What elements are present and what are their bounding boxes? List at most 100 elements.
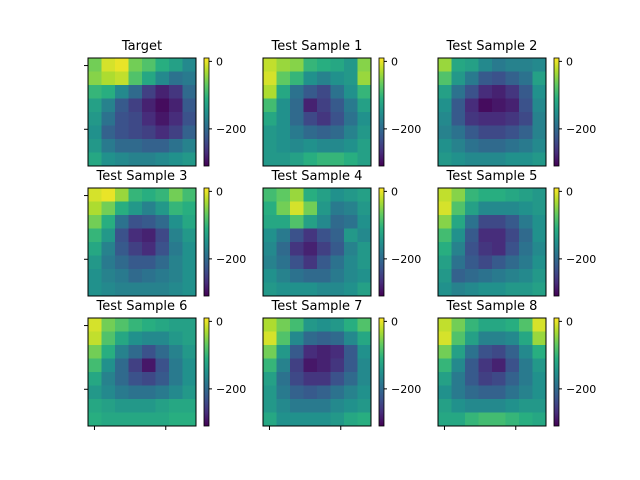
heatmap-cell xyxy=(317,318,331,332)
heatmap-cell xyxy=(330,345,345,359)
heatmap-cell xyxy=(492,282,506,297)
heatmap-cell xyxy=(438,98,452,113)
heatmap-cell xyxy=(532,125,547,140)
heatmap-cell xyxy=(438,331,452,346)
heatmap-cell xyxy=(128,318,143,332)
heatmap-cell xyxy=(317,188,331,202)
heatmap-cell xyxy=(128,399,143,413)
heatmap-cell xyxy=(465,269,479,283)
heatmap-cell xyxy=(317,112,331,126)
heatmap-cell xyxy=(317,228,331,243)
heatmap-cell xyxy=(438,125,452,140)
heatmap-cell xyxy=(290,112,304,126)
heatmap-cell xyxy=(128,242,143,256)
heatmap-cell xyxy=(478,125,493,140)
heatmap-cell xyxy=(155,125,170,140)
heatmap-cell xyxy=(451,269,466,283)
heatmap-cell xyxy=(155,242,170,256)
heatmap-cell xyxy=(276,331,291,346)
heatmap-cell xyxy=(330,331,345,346)
heatmap-cell xyxy=(276,58,291,72)
heatmap-cell xyxy=(88,215,102,229)
heatmap-cell xyxy=(478,85,493,99)
heatmap-cell xyxy=(115,399,129,413)
heatmap-cell xyxy=(519,331,533,346)
heatmap-cell xyxy=(276,345,291,359)
heatmap-cell xyxy=(519,412,533,427)
heatmap-cell xyxy=(142,58,156,72)
heatmap-cell xyxy=(451,255,466,270)
heatmap-cell xyxy=(344,399,358,413)
heatmap-cell xyxy=(88,58,102,72)
heatmap-cell xyxy=(115,152,129,167)
panel-title: Test Sample 3 xyxy=(96,169,188,184)
heatmap-cell xyxy=(505,228,520,243)
heatmap-cell xyxy=(169,152,183,167)
heatmap-cell xyxy=(101,85,116,99)
heatmap-cell xyxy=(101,318,116,332)
heatmap-cell xyxy=(182,399,197,413)
heatmap-cell xyxy=(303,318,318,332)
heatmap-cell xyxy=(357,345,372,359)
heatmap-cell xyxy=(142,399,156,413)
heatmap-cell xyxy=(169,125,183,140)
heatmap-cell xyxy=(88,399,102,413)
heatmap-cell xyxy=(519,215,533,229)
heatmap-cell xyxy=(357,282,372,297)
heatmap-cell xyxy=(101,358,116,373)
colorbar-frame xyxy=(378,187,385,297)
heatmap-cell xyxy=(263,318,277,332)
heatmap-cell xyxy=(438,139,452,153)
heatmap-cell xyxy=(357,139,372,153)
heatmap-cell xyxy=(88,201,102,216)
heatmap-cell xyxy=(101,385,116,400)
heatmap-cell xyxy=(276,71,291,86)
panel-frame xyxy=(87,187,197,297)
heatmap-cell xyxy=(142,242,156,256)
heatmap-cell xyxy=(276,152,291,167)
heatmap-cell xyxy=(115,385,129,400)
heatmap-cell xyxy=(155,399,170,413)
heatmap-cell xyxy=(438,85,452,99)
heatmap-cell xyxy=(478,345,493,359)
heatmap-cell xyxy=(330,358,345,373)
heatmap-cell xyxy=(303,215,318,229)
heatmap-cell xyxy=(519,282,533,297)
heatmap-cell xyxy=(344,188,358,202)
heatmap-cell xyxy=(465,318,479,332)
heatmap-cell xyxy=(465,331,479,346)
panel: Test Sample 8 0 −200 xyxy=(437,299,596,430)
heatmap-cell xyxy=(303,58,318,72)
colorbar-tick-label: −200 xyxy=(566,383,596,396)
heatmap-cell xyxy=(263,188,277,202)
heatmap-cell xyxy=(478,201,493,216)
heatmap-cell xyxy=(492,269,506,283)
heatmap-cell xyxy=(88,112,102,126)
heatmap-cell xyxy=(317,345,331,359)
heatmap-cell xyxy=(330,385,345,400)
heatmap-cell xyxy=(357,399,372,413)
heatmap-cell xyxy=(142,372,156,386)
heatmap-cell xyxy=(115,345,129,359)
heatmap-cell xyxy=(101,269,116,283)
heatmap-cell xyxy=(519,152,533,167)
heatmap-cell xyxy=(438,242,452,256)
heatmap-cell xyxy=(128,372,143,386)
panel: Test Sample 5 0 −200 xyxy=(437,169,596,297)
panel-frame xyxy=(87,317,197,427)
heatmap-cell xyxy=(142,215,156,229)
panel-title: Test Sample 8 xyxy=(446,299,538,314)
heatmap-cell xyxy=(128,85,143,99)
heatmap-cell xyxy=(357,98,372,113)
heatmap-cell xyxy=(276,85,291,99)
heatmap-cell xyxy=(505,345,520,359)
heatmap-cell xyxy=(303,345,318,359)
heatmap-cell xyxy=(128,282,143,297)
heatmap-cell xyxy=(142,269,156,283)
colorbar-tick-label: −200 xyxy=(216,253,246,266)
heatmap-cell xyxy=(344,358,358,373)
heatmap-cell xyxy=(330,282,345,297)
heatmap-cell xyxy=(478,412,493,427)
heatmap-cell xyxy=(344,152,358,167)
heatmap-cell xyxy=(519,188,533,202)
